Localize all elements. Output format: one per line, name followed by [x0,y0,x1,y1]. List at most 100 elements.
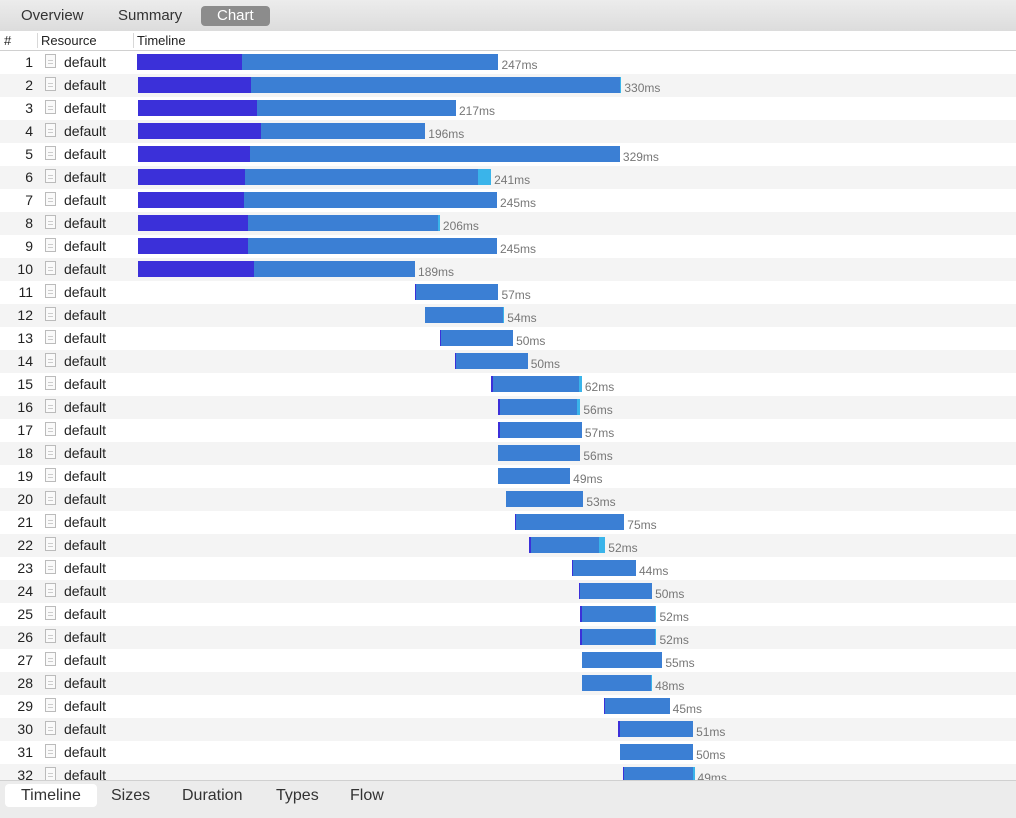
row[interactable]: 12 default 54ms [0,304,1016,327]
row[interactable]: 3 default 217ms [0,97,1016,120]
duration-label: 51ms [696,725,726,739]
row[interactable]: 28 default 48ms [0,672,1016,695]
column-title[interactable]: # [4,33,12,48]
resource-icon [45,698,56,712]
resource-name: default [64,652,107,668]
duration-label: 189ms [418,265,455,279]
resource-name: default [64,238,107,254]
row-number: 32 [17,767,33,780]
row[interactable]: 14 default 50ms [0,350,1016,373]
row[interactable]: 8 default 206ms [0,212,1016,235]
duration-label: 245ms [499,242,536,256]
bottom-tab[interactable]: Sizes [111,787,151,804]
row[interactable]: 1 default 247ms [0,51,1016,74]
timeline-segment [577,399,581,415]
resource-name: default [64,675,107,691]
timeline-segment [245,169,478,185]
duration-label: 50ms [696,748,726,762]
row[interactable]: 16 default 56ms [0,396,1016,419]
row-number: 9 [25,238,33,254]
resource-icon [45,583,56,597]
row[interactable]: 9 default 245ms [0,235,1016,258]
column-title[interactable]: Timeline [137,33,186,48]
top-tab[interactable]: Chart [201,6,270,26]
column-divider [133,33,134,48]
bottom-tab[interactable]: Flow [350,787,384,804]
duration-label: 54ms [507,311,537,325]
row-number: 26 [17,629,33,645]
row-number: 16 [17,399,33,415]
row[interactable]: 2 default 330ms [0,74,1016,97]
bottom-tab[interactable]: Timeline [5,784,97,807]
resource-icon [45,652,56,666]
row[interactable]: 5 default 329ms [0,143,1016,166]
row-number: 12 [17,307,33,323]
timeline-segment [581,675,651,691]
timeline-segment [498,468,571,484]
timeline-segment [248,215,439,231]
timeline-segment [578,583,581,599]
resource-icon [45,560,56,574]
timeline-segment [499,422,582,438]
top-tab[interactable]: Summary [118,7,183,24]
bottom-tab[interactable]: Types [276,787,319,804]
row[interactable]: 7 default 245ms [0,189,1016,212]
row[interactable]: 27 default 55ms [0,649,1016,672]
row[interactable]: 4 default 196ms [0,120,1016,143]
row[interactable]: 17 default 57ms [0,419,1016,442]
timeline-segment [138,192,244,208]
row[interactable]: 13 default 50ms [0,327,1016,350]
top-tab[interactable]: Overview [21,7,84,24]
row[interactable]: 19 default 49ms [0,465,1016,488]
resource-icon [45,721,56,735]
timeline-segment [138,261,255,277]
row-number: 17 [17,422,33,438]
resource-icon [45,54,56,68]
row[interactable]: 21 default 75ms [0,511,1016,534]
row[interactable]: 10 default 189ms [0,258,1016,281]
bottom-tab[interactable]: Duration [182,787,243,804]
duration-label: 55ms [665,656,695,670]
row[interactable]: 11 default 57ms [0,281,1016,304]
row[interactable]: 26 default 52ms [0,626,1016,649]
timeline-segment [425,307,503,323]
row[interactable]: 24 default 50ms [0,580,1016,603]
bottom-tab-bar: Timeline Sizes Duration Types Flow [0,780,1016,818]
timeline-segment [439,330,442,346]
timeline-segment [529,537,531,553]
resource-name: default [64,100,107,116]
row[interactable]: 18 default 56ms [0,442,1016,465]
timeline-segment [138,215,249,231]
timeline-segment [261,123,426,139]
resource-icon [45,399,56,413]
timeline-segment [138,77,252,93]
resource-icon [45,422,56,436]
timeline-segment [248,238,497,254]
row[interactable]: 30 default 51ms [0,718,1016,741]
row[interactable]: 15 default 62ms [0,373,1016,396]
row[interactable]: 20 default 53ms [0,488,1016,511]
resource-icon [45,100,56,114]
timeline-segment [505,491,584,507]
timeline-segment [256,100,456,116]
resource-name: default [64,54,107,70]
timeline-segment [477,169,492,185]
row[interactable]: 31 default 50ms [0,741,1016,764]
duration-label: 52ms [659,633,689,647]
timeline-segment [655,606,657,622]
row-number: 15 [17,376,33,392]
timeline-segment [499,399,578,415]
resource-icon [45,629,56,643]
timeline-segment [571,560,574,576]
row[interactable]: 23 default 44ms [0,557,1016,580]
row[interactable]: 32 default 49ms [0,764,1016,780]
column-title[interactable]: Resource [41,33,97,48]
timeline-segment [578,376,582,392]
row[interactable]: 25 default 52ms [0,603,1016,626]
resource-icon [45,307,56,321]
row[interactable]: 6 default 241ms [0,166,1016,189]
row[interactable]: 29 default 45ms [0,695,1016,718]
row[interactable]: 22 default 52ms [0,534,1016,557]
timeline-segment [530,537,600,553]
